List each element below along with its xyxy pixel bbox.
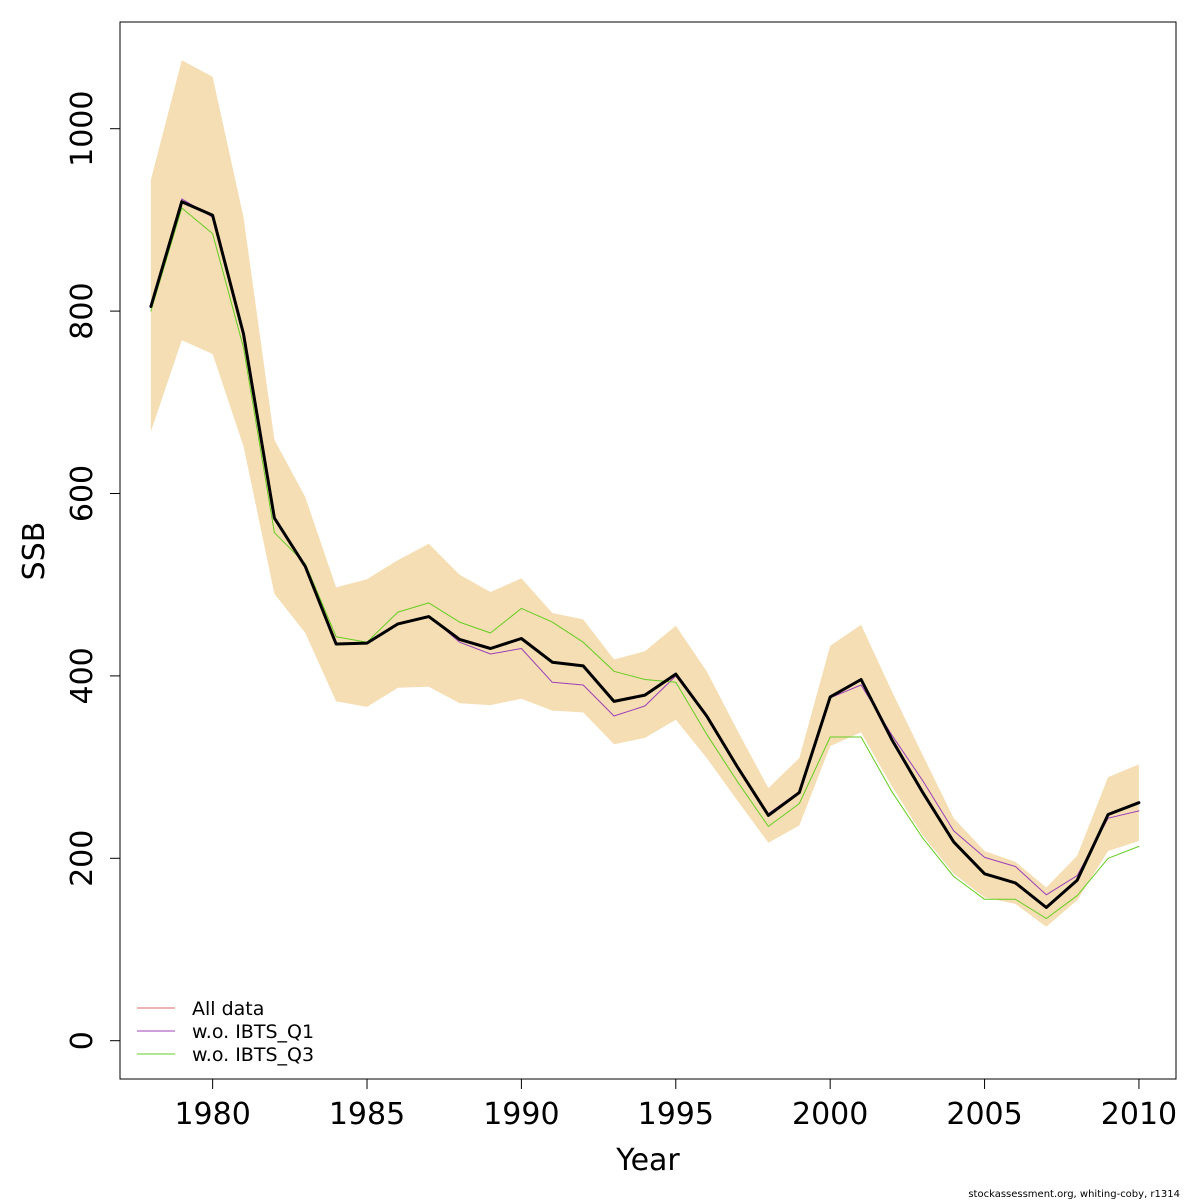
x-tick-label: 1980 [174, 1097, 250, 1132]
series-line-estimate [149, 200, 1141, 909]
y-axis: 0 200 400 600 800 1000 [65, 91, 121, 1050]
x-tick-label: 2000 [792, 1097, 868, 1132]
y-tick-label: 400 [65, 647, 100, 704]
x-tick-label: 1995 [638, 1097, 714, 1132]
confidence-band [150, 60, 1139, 927]
series-line-w-o-ibts-q3 [150, 207, 1140, 919]
x-tick-label: 1990 [483, 1097, 559, 1132]
y-axis-title: SSB [17, 522, 52, 581]
confidence-band-layer [150, 60, 1139, 927]
series-layer [149, 198, 1141, 919]
x-tick-label: 2010 [1101, 1097, 1177, 1132]
x-tick-label: 2005 [946, 1097, 1022, 1132]
y-tick-label: 200 [65, 830, 100, 887]
legend-label: w.o. IBTS_Q3 [192, 1044, 314, 1066]
x-axis: 1980 1985 1990 1995 2000 2005 2010 [174, 1078, 1177, 1132]
y-tick-label: 0 [65, 1031, 100, 1050]
y-tick-label: 800 [65, 282, 100, 339]
y-tick-label: 600 [65, 465, 100, 522]
x-axis-title: Year [615, 1143, 680, 1178]
legend-label: All data [192, 998, 264, 1020]
x-tick-label: 1985 [329, 1097, 405, 1132]
credit-text: stockassessment.org, whiting-coby, r1314 [968, 1189, 1180, 1200]
legend-label: w.o. IBTS_Q1 [192, 1021, 314, 1043]
y-tick-label: 1000 [65, 91, 100, 167]
